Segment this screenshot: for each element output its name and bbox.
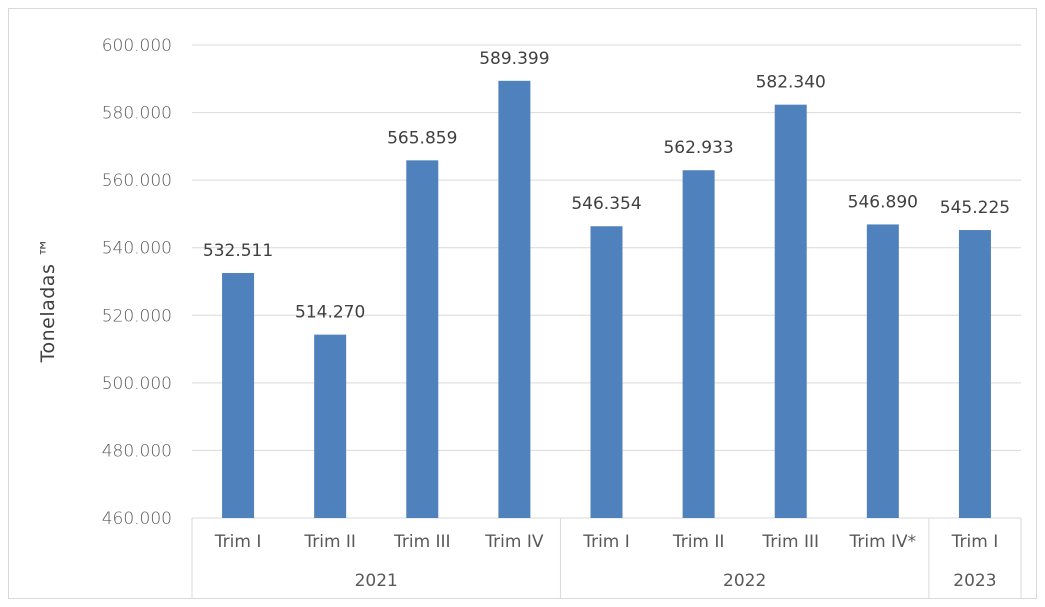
data-label: 514.270 <box>295 303 365 323</box>
bar <box>774 104 807 518</box>
data-label: 532.511 <box>203 241 273 261</box>
data-label: 589.399 <box>479 49 549 69</box>
y-tick-label: 500.000 <box>102 374 172 394</box>
y-tick-label: 520.000 <box>102 306 172 326</box>
bar <box>958 230 991 518</box>
x-tick-label: Trim III <box>761 532 819 552</box>
x-tick-label: Trim I <box>582 532 630 552</box>
y-tick-label: 580.000 <box>102 104 172 124</box>
x-group-label: 2021 <box>355 571 398 591</box>
y-tick-label: 560.000 <box>102 171 172 191</box>
data-label: 546.354 <box>571 194 641 214</box>
x-tick-label: Trim I <box>214 532 262 552</box>
x-tick-label: Trim II <box>303 532 356 552</box>
bar <box>406 160 439 518</box>
bar <box>314 334 347 518</box>
x-tick-label: Trim IV <box>484 532 544 552</box>
bar <box>222 273 255 518</box>
y-tick-label: 460.000 <box>102 509 172 529</box>
x-tick-label: Trim IV* <box>848 532 916 552</box>
data-label: 582.340 <box>756 73 826 93</box>
bar <box>590 226 623 519</box>
y-tick-label: 600.000 <box>102 36 172 56</box>
y-axis-title: Toneladas ™ <box>37 238 59 364</box>
x-group-label: 2023 <box>953 571 996 591</box>
x-tick-label: Trim I <box>951 532 999 552</box>
bar <box>498 80 531 519</box>
data-label: 562.933 <box>663 138 733 158</box>
data-label: 546.890 <box>848 192 918 212</box>
x-group-label: 2022 <box>723 571 766 591</box>
y-tick-label: 480.000 <box>102 441 172 461</box>
data-label: 565.859 <box>387 128 457 148</box>
bar <box>866 224 899 519</box>
x-tick-label: Trim III <box>393 532 451 552</box>
data-label: 545.225 <box>940 198 1010 218</box>
y-tick-label: 540.000 <box>102 239 172 259</box>
x-tick-label: Trim II <box>672 532 725 552</box>
bar <box>682 170 715 518</box>
